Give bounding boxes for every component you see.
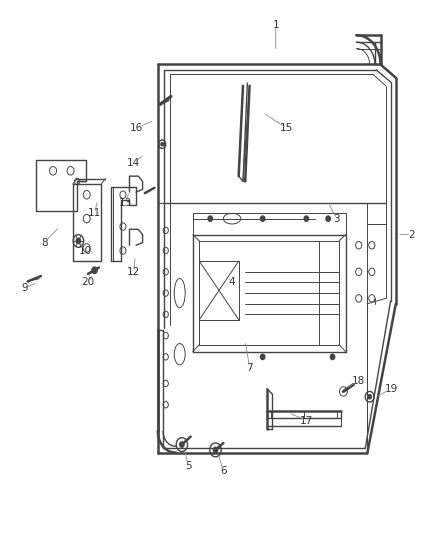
- Text: 9: 9: [21, 283, 28, 293]
- Text: 15: 15: [280, 123, 293, 133]
- Circle shape: [261, 354, 265, 360]
- Text: 6: 6: [220, 466, 227, 476]
- Text: 20: 20: [81, 278, 95, 287]
- Circle shape: [368, 394, 371, 399]
- Circle shape: [213, 447, 218, 453]
- Text: 16: 16: [129, 123, 143, 133]
- Circle shape: [76, 238, 81, 244]
- Text: 5: 5: [185, 461, 192, 471]
- Circle shape: [161, 143, 163, 146]
- Text: 1: 1: [272, 20, 279, 30]
- Text: 7: 7: [246, 362, 253, 373]
- Text: 19: 19: [385, 384, 398, 394]
- Text: 2: 2: [408, 230, 414, 240]
- Circle shape: [261, 216, 265, 221]
- Text: 18: 18: [352, 376, 365, 386]
- Text: 13: 13: [119, 198, 132, 208]
- Text: 11: 11: [88, 208, 101, 219]
- Text: 12: 12: [127, 267, 141, 277]
- Circle shape: [208, 216, 212, 221]
- Circle shape: [304, 216, 308, 221]
- Text: 8: 8: [41, 238, 48, 247]
- Circle shape: [326, 216, 330, 221]
- Text: 10: 10: [79, 246, 92, 255]
- Text: 4: 4: [229, 278, 235, 287]
- Circle shape: [180, 442, 184, 447]
- Text: 14: 14: [127, 158, 141, 168]
- Circle shape: [330, 354, 335, 360]
- Circle shape: [92, 267, 97, 273]
- Text: 17: 17: [300, 416, 313, 426]
- Text: 3: 3: [334, 214, 340, 224]
